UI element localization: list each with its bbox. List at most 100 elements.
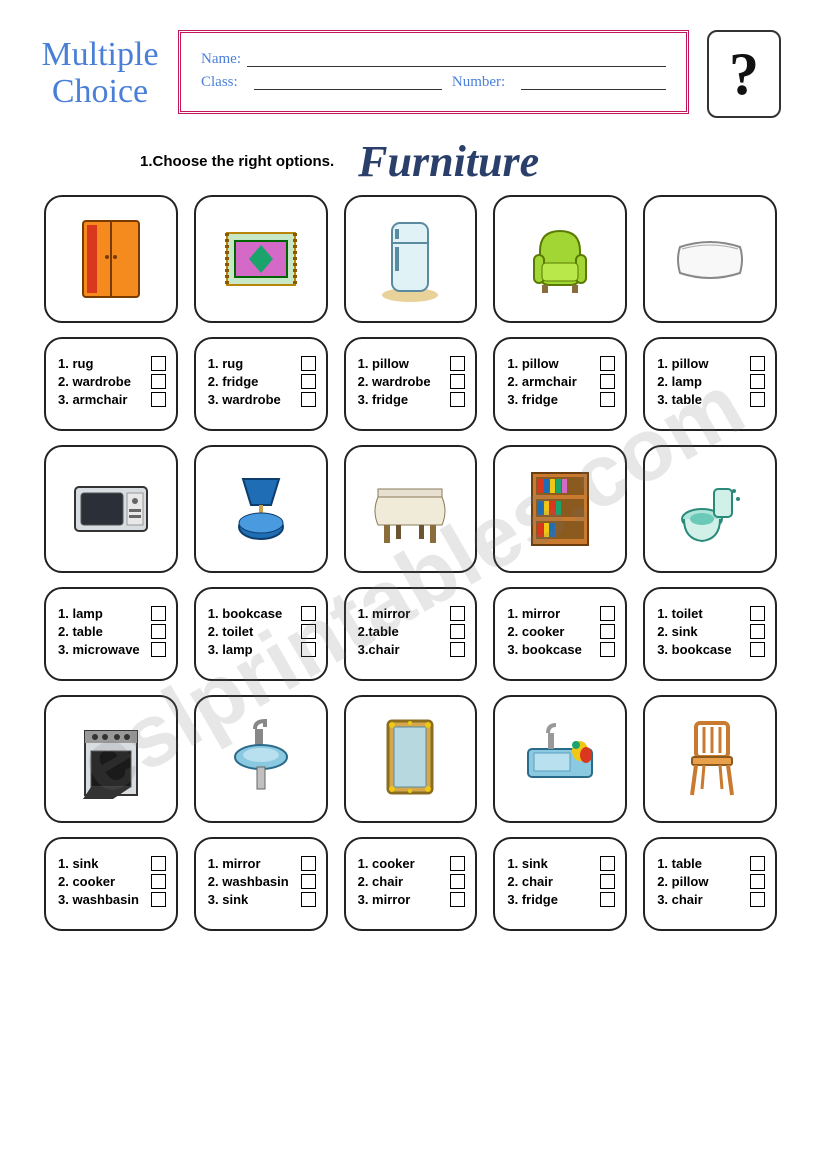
number-input-line[interactable] <box>521 74 666 90</box>
option-label: 3. fridge <box>358 392 409 407</box>
option-checkbox[interactable] <box>151 606 166 621</box>
option-checkbox[interactable] <box>600 392 615 407</box>
option-row: 1. sink <box>507 856 615 871</box>
options-card: 1. lamp2. table3. microwave <box>44 587 178 681</box>
image-card-cooker <box>44 695 178 823</box>
option-checkbox[interactable] <box>450 392 465 407</box>
option-label: 2. wardrobe <box>358 374 431 389</box>
option-checkbox[interactable] <box>750 392 765 407</box>
options-card: 1. toilet2. sink3. bookcase <box>643 587 777 681</box>
option-checkbox[interactable] <box>301 892 316 907</box>
option-checkbox[interactable] <box>301 874 316 889</box>
option-row: 2. table <box>58 624 166 639</box>
option-label: 3. armchair <box>58 392 127 407</box>
option-label: 2. cooker <box>507 624 564 639</box>
lamp-icon <box>213 461 309 557</box>
option-label: 2. chair <box>358 874 404 889</box>
option-label: 2.table <box>358 624 399 639</box>
image-card-chair <box>643 695 777 823</box>
option-checkbox[interactable] <box>450 892 465 907</box>
class-label: Class: <box>201 74 238 91</box>
option-checkbox[interactable] <box>151 392 166 407</box>
option-checkbox[interactable] <box>750 874 765 889</box>
option-checkbox[interactable] <box>301 642 316 657</box>
option-checkbox[interactable] <box>450 606 465 621</box>
option-row: 3. wardrobe <box>208 392 316 407</box>
option-checkbox[interactable] <box>151 642 166 657</box>
worksheet-page: eslprintables.com Multiple Choice Name: … <box>0 0 821 1169</box>
option-label: 1. rug <box>58 356 93 371</box>
option-checkbox[interactable] <box>600 856 615 871</box>
question-mark-icon: ? <box>729 40 759 109</box>
option-checkbox[interactable] <box>750 624 765 639</box>
option-checkbox[interactable] <box>750 606 765 621</box>
name-line: Name: <box>201 51 666 68</box>
option-row: 3.chair <box>358 642 466 657</box>
option-checkbox[interactable] <box>450 624 465 639</box>
image-card-pillow <box>643 195 777 323</box>
option-checkbox[interactable] <box>151 356 166 371</box>
option-row: 3. fridge <box>507 892 615 907</box>
option-row: 1. pillow <box>358 356 466 371</box>
option-checkbox[interactable] <box>450 356 465 371</box>
option-row: 3. mirror <box>358 892 466 907</box>
option-checkbox[interactable] <box>151 874 166 889</box>
option-checkbox[interactable] <box>301 356 316 371</box>
option-label: 1. sink <box>507 856 547 871</box>
header-row: Multiple Choice Name: Class: Number: ? <box>40 30 781 118</box>
options-card: 1. mirror2. cooker3. bookcase <box>493 587 627 681</box>
armchair-icon <box>512 211 608 307</box>
worksheet-grid: 1. rug 2. wardrobe 3. armchair 1. rug 2. fri… <box>40 195 781 931</box>
option-row: 3. washbasin <box>58 892 166 907</box>
option-checkbox[interactable] <box>301 606 316 621</box>
option-row: 1. rug <box>208 356 316 371</box>
option-checkbox[interactable] <box>600 874 615 889</box>
option-label: 1. lamp <box>58 606 103 621</box>
option-label: 2. armchair <box>507 374 576 389</box>
name-input-line[interactable] <box>247 51 666 67</box>
option-checkbox[interactable] <box>301 856 316 871</box>
options-card: 1. pillow 2. armchair 3. fridge <box>493 337 627 431</box>
image-card-washbasin <box>194 695 328 823</box>
option-label: 1. sink <box>58 856 98 871</box>
option-checkbox[interactable] <box>600 624 615 639</box>
option-row: 1. cooker <box>358 856 466 871</box>
mc-line1: Multiple <box>40 36 160 73</box>
option-label: 1. pillow <box>507 356 558 371</box>
option-checkbox[interactable] <box>750 892 765 907</box>
rug-icon <box>213 211 309 307</box>
option-checkbox[interactable] <box>600 642 615 657</box>
option-checkbox[interactable] <box>151 374 166 389</box>
options-card: 1. bookcase2. toilet3. lamp <box>194 587 328 681</box>
multiple-choice-title: Multiple Choice <box>40 30 160 111</box>
option-checkbox[interactable] <box>600 892 615 907</box>
option-checkbox[interactable] <box>600 374 615 389</box>
image-card-microwave <box>44 445 178 573</box>
option-checkbox[interactable] <box>450 374 465 389</box>
option-row: 1. bookcase <box>208 606 316 621</box>
options-card: 1. table2. pillow3. chair <box>643 837 777 931</box>
option-checkbox[interactable] <box>750 856 765 871</box>
option-row: 3. chair <box>657 892 765 907</box>
option-checkbox[interactable] <box>600 356 615 371</box>
option-row: 2. fridge <box>208 374 316 389</box>
class-input-line[interactable] <box>254 74 442 90</box>
image-card-bookcase <box>493 445 627 573</box>
option-checkbox[interactable] <box>450 874 465 889</box>
option-checkbox[interactable] <box>450 856 465 871</box>
option-checkbox[interactable] <box>750 374 765 389</box>
option-label: 2. chair <box>507 874 553 889</box>
option-row: 2. sink <box>657 624 765 639</box>
option-checkbox[interactable] <box>750 356 765 371</box>
option-checkbox[interactable] <box>301 392 316 407</box>
option-checkbox[interactable] <box>151 856 166 871</box>
option-checkbox[interactable] <box>151 624 166 639</box>
option-checkbox[interactable] <box>301 624 316 639</box>
option-row: 3. bookcase <box>657 642 765 657</box>
option-checkbox[interactable] <box>750 642 765 657</box>
option-checkbox[interactable] <box>151 892 166 907</box>
option-checkbox[interactable] <box>600 606 615 621</box>
option-checkbox[interactable] <box>450 642 465 657</box>
option-checkbox[interactable] <box>301 374 316 389</box>
option-label: 3. fridge <box>507 392 558 407</box>
